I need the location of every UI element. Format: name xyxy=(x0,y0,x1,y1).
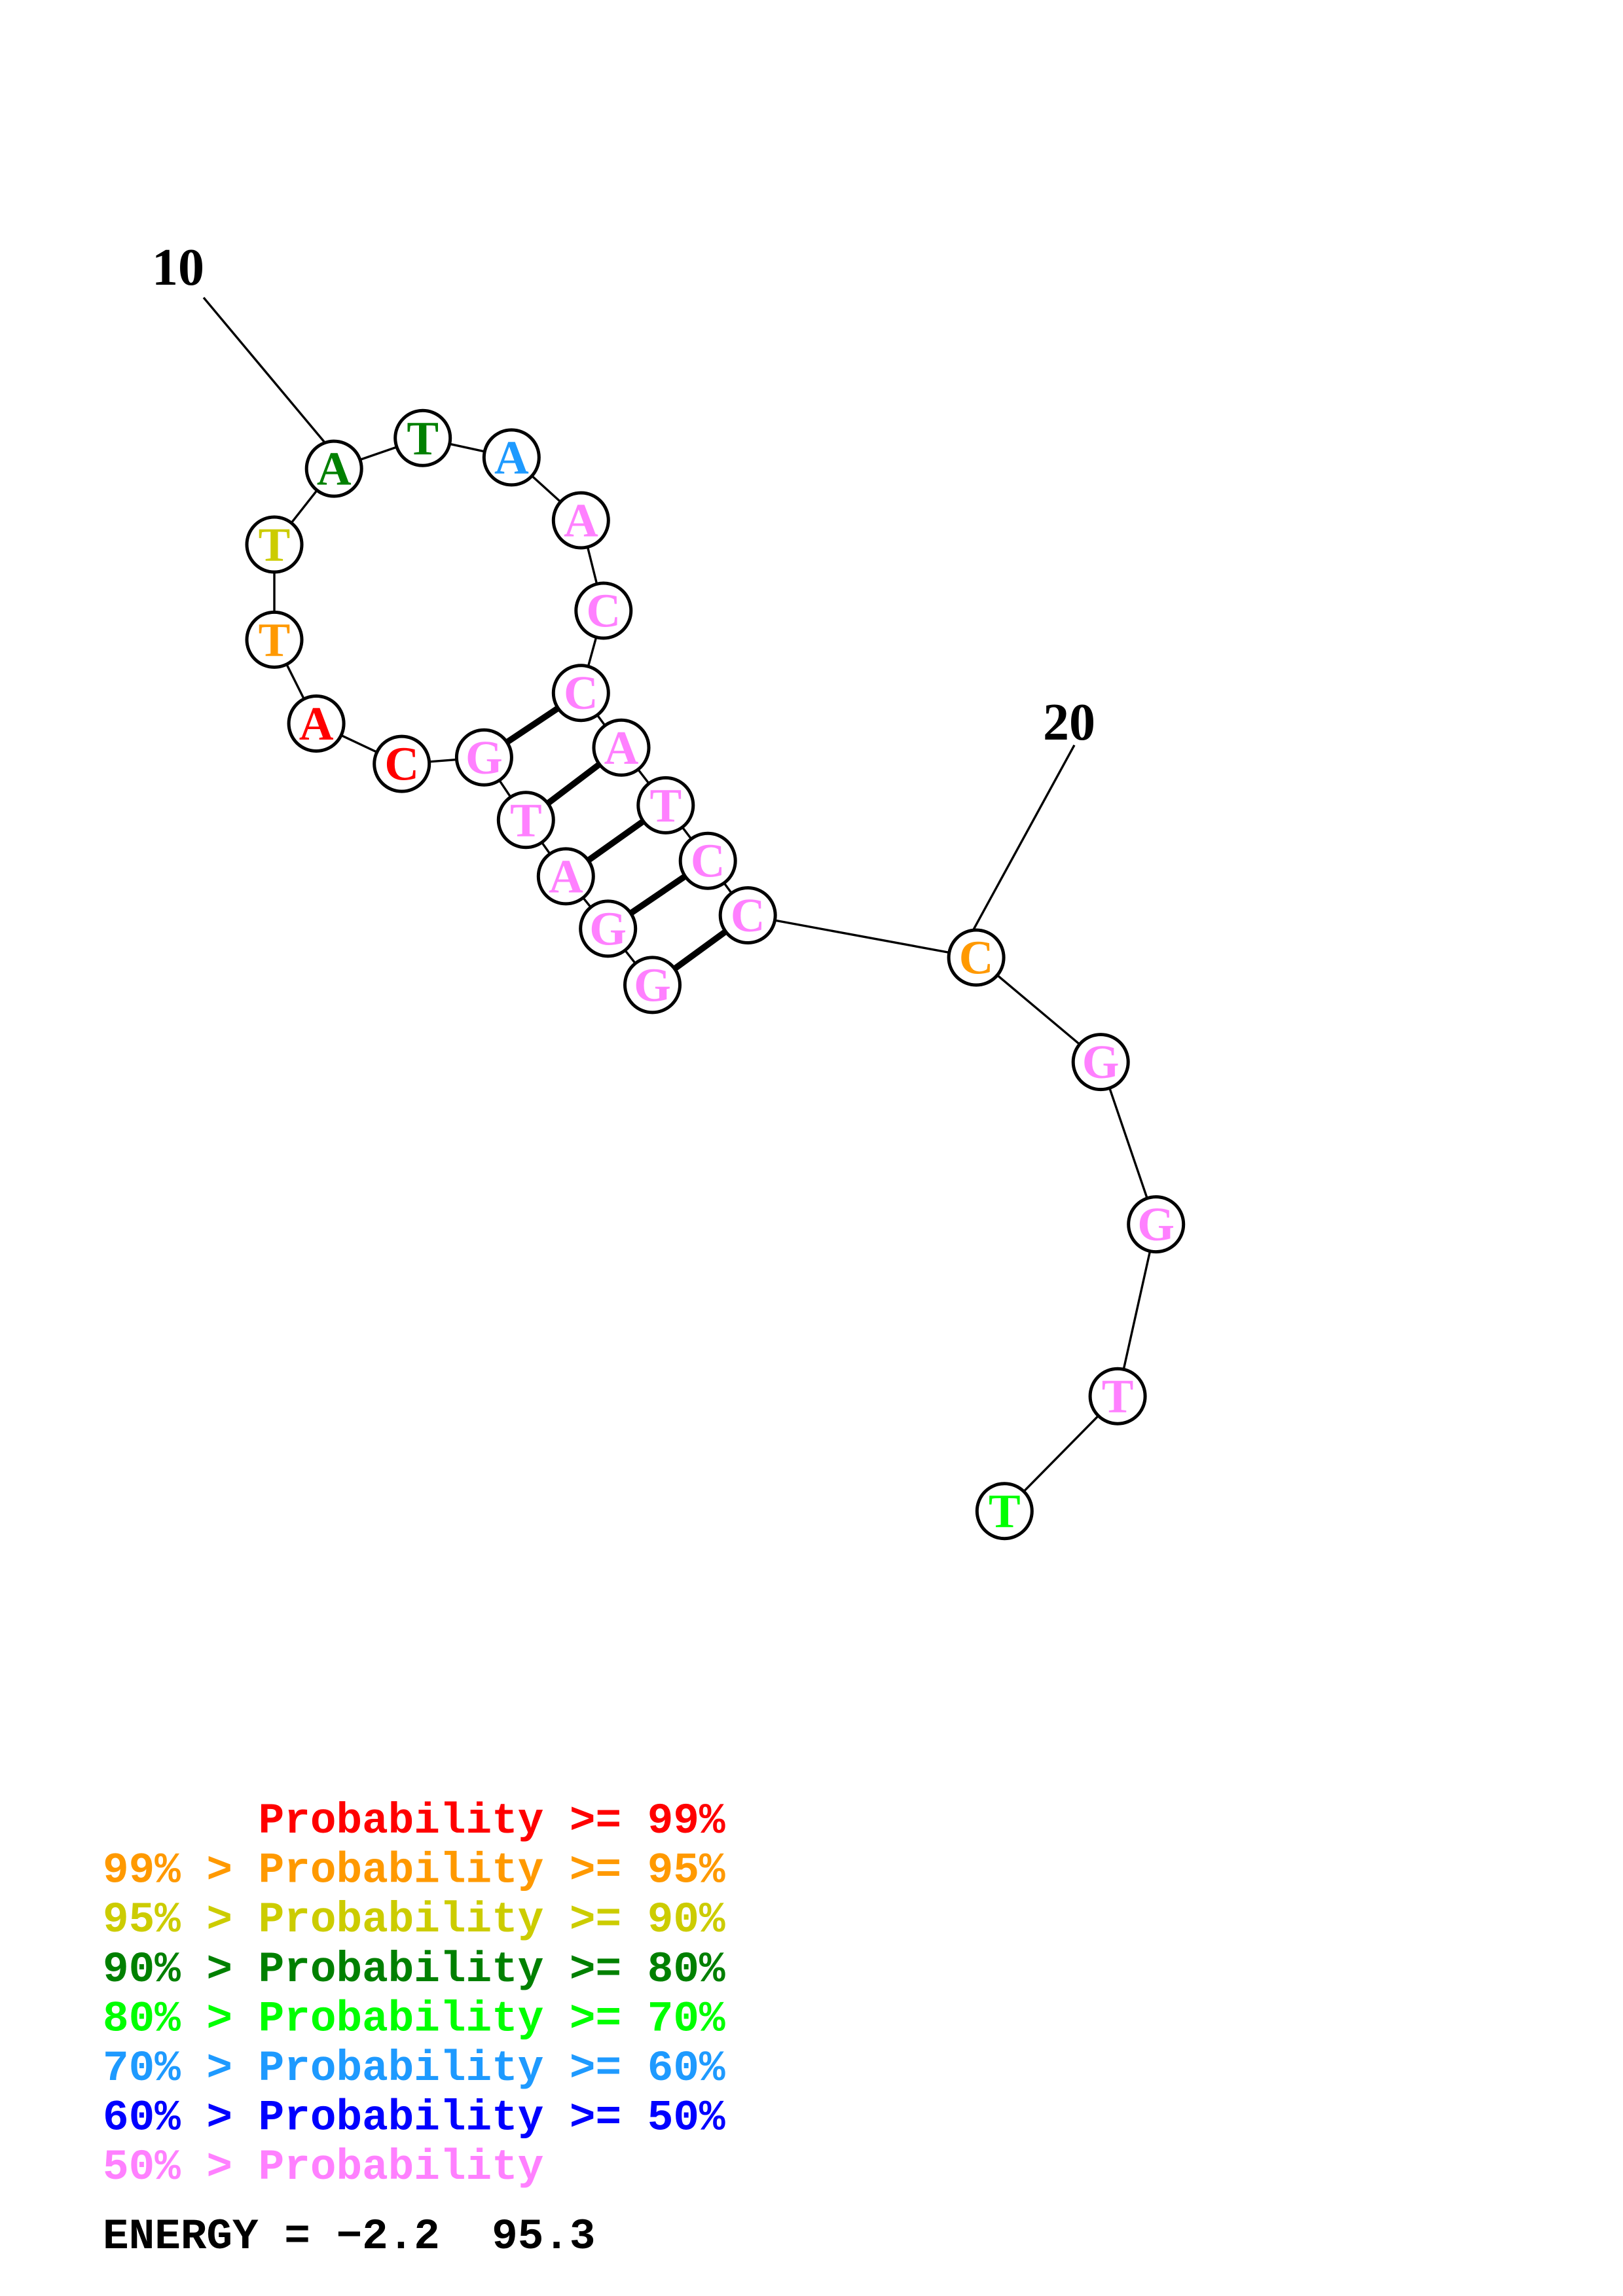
svg-text:90% > Probability >= 80%: 90% > Probability >= 80% xyxy=(103,1945,725,1994)
svg-text:T: T xyxy=(407,412,439,465)
svg-text:C: C xyxy=(384,738,419,791)
svg-text:Probability >= 99%: Probability >= 99% xyxy=(103,1797,725,1846)
svg-text:T: T xyxy=(510,793,542,846)
svg-text:C: C xyxy=(691,834,725,888)
svg-text:C: C xyxy=(586,584,621,637)
svg-text:C: C xyxy=(959,931,994,984)
svg-text:A: A xyxy=(604,721,639,774)
svg-text:T: T xyxy=(1102,1370,1134,1423)
svg-text:60% > Probability >= 50%: 60% > Probability >= 50% xyxy=(103,2094,725,2143)
svg-text:C: C xyxy=(564,666,598,719)
svg-text:T: T xyxy=(259,613,291,666)
svg-text:C: C xyxy=(731,889,765,942)
svg-text:A: A xyxy=(299,697,334,750)
svg-text:G: G xyxy=(634,958,671,1011)
svg-text:70% > Probability >= 60%: 70% > Probability >= 60% xyxy=(103,2044,725,2093)
svg-text:T: T xyxy=(989,1484,1021,1537)
svg-text:A: A xyxy=(564,494,598,547)
svg-text:G: G xyxy=(1082,1035,1120,1088)
svg-text:A: A xyxy=(317,442,352,495)
svg-text:A: A xyxy=(549,850,583,903)
svg-text:G: G xyxy=(1137,1198,1175,1251)
svg-text:99% > Probability >= 95%: 99% > Probability >= 95% xyxy=(103,1846,725,1895)
svg-text:50% > Probability: 50% > Probability xyxy=(103,2143,543,2192)
svg-text:80% > Probability >= 70%: 80% > Probability >= 70% xyxy=(103,1994,725,2043)
svg-text:A: A xyxy=(494,431,529,484)
svg-text:T: T xyxy=(649,779,682,832)
svg-text:T: T xyxy=(259,518,291,571)
svg-text:95% > Probability >= 90%: 95% > Probability >= 90% xyxy=(103,1895,725,1945)
svg-text:G: G xyxy=(589,902,627,955)
svg-text:ENERGY = −2.2 95.3: ENERGY = −2.2 95.3 xyxy=(103,2212,596,2261)
svg-text:G: G xyxy=(465,731,503,784)
svg-text:10: 10 xyxy=(152,239,204,296)
svg-text:20: 20 xyxy=(1043,694,1095,751)
